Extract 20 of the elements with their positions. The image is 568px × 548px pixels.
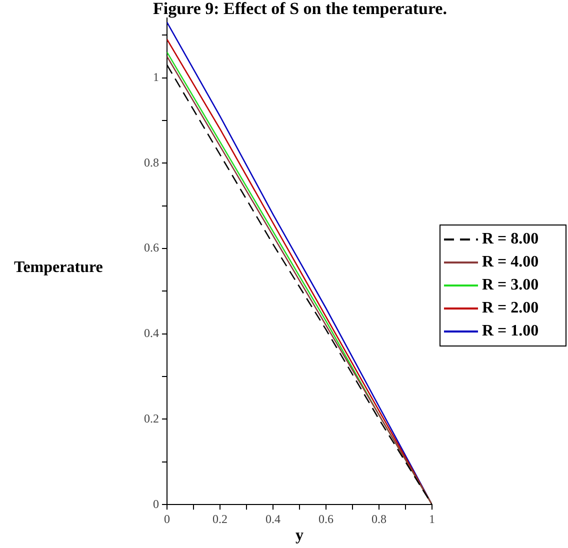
legend-label: R = 2.00 [482,300,539,317]
x-tick-label: 0 [164,512,170,526]
y-tick-label: 1 [153,70,159,84]
x-tick-label: 0.2 [212,512,228,526]
y-tick-label: 0.8 [144,155,159,170]
x-axis-title: y [296,527,304,544]
legend-label: R = 4.00 [482,254,539,271]
y-tick-label: 0.6 [144,240,159,255]
y-tick-label: 0.2 [144,411,159,426]
y-axis-title: Temperature [14,259,103,276]
legend-label: R = 3.00 [482,276,539,294]
chart-title: Figure 9: Effect of S on the temperature. [153,0,447,18]
x-tick-label: 0.4 [266,512,280,526]
legend-label: R = 1.00 [482,322,539,340]
legend-label: R = 8.00 [482,230,539,248]
x-tick-label: 0.6 [318,512,334,526]
x-tick-label: 1 [429,512,435,526]
y-tick-label: 0 [153,496,159,511]
x-tick-label: 0.8 [372,512,386,526]
y-tick-label: 0.4 [144,326,159,340]
